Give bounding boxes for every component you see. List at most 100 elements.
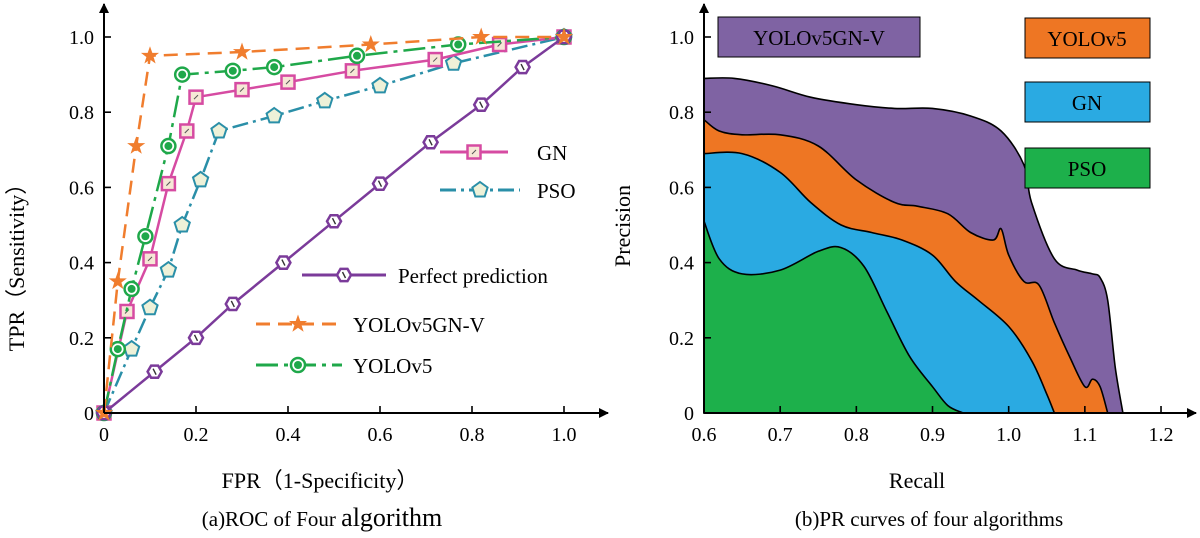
pr-legend-swatch-yolov5gnv — [717, 16, 921, 58]
pr-y-tick-label: 0.2 — [669, 328, 694, 350]
legend-label-yolov5gnv: YOLOv5GN-V — [353, 313, 485, 337]
roc-point-gn — [280, 74, 296, 90]
legend-entry-yolov5: YOLOv5 — [256, 354, 432, 378]
roc-x-tick-label: 1.0 — [552, 424, 577, 446]
roc-x-tick-label: 0.6 — [368, 424, 393, 446]
legend-marker-symbol-pso — [471, 180, 489, 198]
roc-point-yolov5gn-v — [140, 46, 160, 64]
pr-x-tick-label: 1.0 — [996, 424, 1021, 446]
roc-point-gn — [142, 251, 158, 267]
pr-legend-box-pso: PSO — [1024, 147, 1151, 189]
roc-point-perfect-prediction — [371, 176, 389, 191]
legend-marker-yolov5gnv — [288, 314, 308, 332]
roc-point-yolov5 — [109, 340, 127, 358]
roc-point-pso — [316, 91, 334, 109]
roc-point-yolov5gn-v — [108, 271, 127, 290]
pr-area-pso — [703, 220, 964, 414]
roc-y-tick-label: 1.0 — [69, 27, 94, 49]
roc-point-pso — [191, 170, 210, 188]
pr-x-tick-label: 0.7 — [768, 424, 793, 446]
pr-legend: YOLOv5GN-V YOLOv5 GN PSO — [717, 16, 1151, 189]
pr-legend-swatch-pso — [1024, 147, 1151, 189]
roc-series-gn — [96, 29, 572, 421]
roc-point-yolov5gn-v — [232, 42, 252, 60]
roc-caption-suffix: algorithm — [341, 503, 442, 532]
pr-y-tick-label: 0.6 — [669, 177, 694, 199]
legend-entry-perfect: Perfect prediction — [302, 264, 548, 288]
pr-x-tick-label: 0.9 — [920, 424, 945, 446]
pr-area-fills — [703, 77, 1124, 414]
roc-point-perfect-prediction — [422, 134, 440, 150]
legend-marker-gn — [466, 144, 482, 160]
roc-y-tick-label: 0.6 — [69, 177, 94, 199]
legend-entry-yolov5gnv: YOLOv5GN-V — [256, 313, 485, 337]
legend-marker-pso — [471, 180, 489, 198]
pr-x-label: Recall — [889, 468, 945, 493]
roc-point-gn — [160, 175, 177, 192]
legend-entry-gn: GN — [440, 141, 567, 165]
roc-point-yolov5 — [224, 62, 242, 80]
roc-point-gn — [344, 63, 361, 79]
roc-point-perfect-prediction — [146, 364, 164, 379]
roc-point-gn — [234, 81, 250, 98]
roc-point-perfect-prediction — [187, 330, 205, 346]
pr-legend-box-yolov5gnv: YOLOv5GN-V — [717, 16, 921, 58]
roc-point-yolov5 — [348, 47, 366, 65]
pr-x-tick-label: 0.8 — [844, 424, 869, 446]
pr-caption: (b)PR curves of four algorithms — [795, 507, 1063, 531]
pr-y-tick-label: 0.4 — [669, 253, 694, 275]
legend-label-yolov5: YOLOv5 — [353, 354, 432, 378]
pr-legend-box-yolov5: YOLOv5 — [1024, 17, 1151, 59]
roc-point-perfect-prediction — [274, 255, 292, 270]
legend-marker-yolov5 — [289, 356, 307, 374]
roc-y-tick-label: 0.4 — [69, 253, 94, 275]
pr-legend-swatch-yolov5 — [1024, 17, 1151, 59]
legend-label-perfect: Perfect prediction — [398, 264, 548, 288]
pr-x-tick-label: 1.2 — [1149, 424, 1174, 446]
roc-y-tick-label: 0 — [84, 403, 94, 425]
pr-x-tick-label: 1.1 — [1072, 424, 1097, 446]
roc-x-tick-label: 0 — [99, 424, 109, 446]
pr-legend-label-yolov5gnv: YOLOv5GN-V — [753, 26, 885, 50]
roc-x-label: FPR（1-Specificity） — [222, 468, 419, 493]
roc-point-gn — [179, 123, 195, 139]
roc-caption-prefix: (a)ROC of Four — [202, 507, 341, 531]
roc-point-perfect-prediction — [514, 59, 532, 75]
roc-point-pso — [173, 215, 191, 233]
pr-chart: 0.6 0.7 0.8 0.9 1.0 1.1 1.2 0 0.2 0.4 0.6 0.8 1.0 Re… — [610, 3, 1197, 531]
roc-point-pso — [141, 298, 159, 316]
roc-point-yolov5 — [449, 36, 467, 53]
roc-point-yolov5gn-v — [554, 27, 574, 45]
legend-marker-symbol-perfect-prediction — [335, 267, 353, 283]
roc-point-yolov5gn-v — [361, 34, 380, 53]
legend-marker-symbol-yolov5 — [289, 356, 307, 374]
roc-point-perfect-prediction — [472, 97, 490, 112]
pr-x-tick-label: 0.6 — [692, 424, 717, 446]
pr-y-tick-label: 0 — [684, 403, 694, 425]
roc-y-label: TPR（Sensitivity） — [4, 173, 29, 351]
roc-ticks: 0 0.2 0.4 0.6 0.8 1.0 0 0.2 0.4 0.6 0.8 1.0 — [69, 27, 577, 446]
roc-point-pso — [444, 54, 463, 71]
roc-point-perfect-prediction — [224, 296, 242, 312]
legend-marker-symbol-gn — [466, 144, 482, 160]
roc-point-pso — [159, 260, 178, 278]
roc-point-perfect-prediction — [325, 213, 343, 229]
roc-caption: (a)ROC of Four algorithm — [202, 503, 443, 532]
pr-y-tick-label: 0.8 — [669, 102, 694, 124]
roc-point-pso — [265, 106, 283, 124]
roc-x-tick-label: 0.8 — [460, 424, 485, 446]
roc-point-gn — [427, 51, 443, 68]
roc-point-yolov5 — [137, 228, 154, 245]
roc-y-tick-label: 0.8 — [69, 102, 94, 124]
roc-y-tick-label: 0.2 — [69, 328, 94, 350]
roc-line-yolov5gn-v — [102, 35, 564, 414]
legend-entry-pso: PSO — [440, 179, 576, 203]
roc-point-yolov5 — [160, 137, 177, 155]
roc-point-pso — [122, 339, 141, 357]
roc-point-yolov5gn-v — [472, 27, 491, 45]
roc-point-yolov5 — [173, 66, 191, 83]
pr-legend-label-gn: GN — [1072, 91, 1102, 115]
roc-point-gn — [491, 36, 508, 53]
legend-label-gn: GN — [537, 141, 567, 165]
legend-marker-perfect — [335, 267, 353, 283]
